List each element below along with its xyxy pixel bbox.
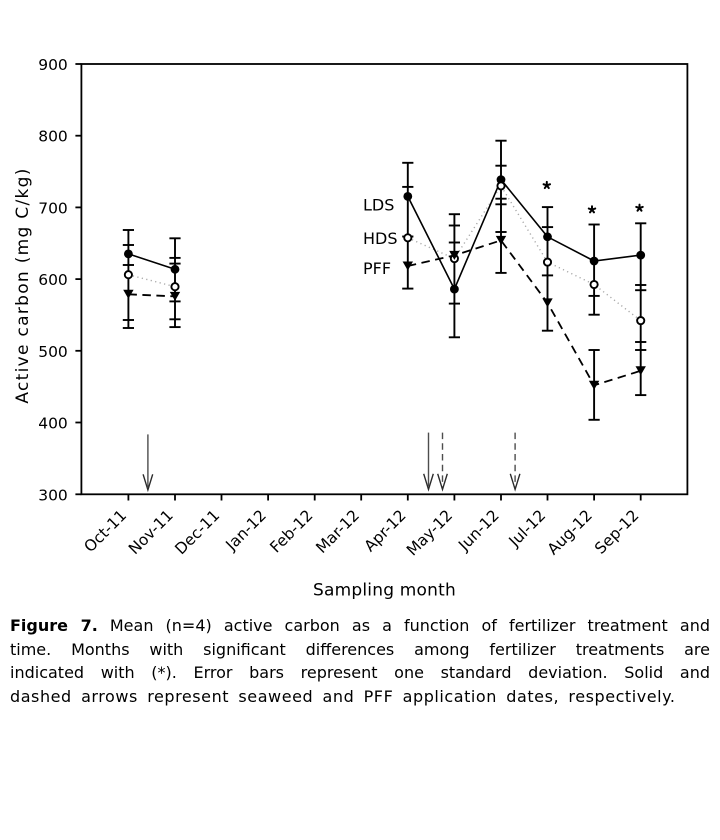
- svg-text:Sampling month: Sampling month: [313, 581, 456, 601]
- svg-text:Active carbon (mg C/kg): Active carbon (mg C/kg): [13, 167, 33, 403]
- svg-text:HDS: HDS: [363, 229, 398, 248]
- svg-text:LDS: LDS: [363, 195, 394, 214]
- svg-text:PFF: PFF: [363, 259, 391, 278]
- svg-text:800: 800: [38, 128, 68, 146]
- svg-text:600: 600: [38, 271, 68, 289]
- svg-text:500: 500: [38, 343, 68, 361]
- svg-text:900: 900: [38, 56, 68, 74]
- svg-text:700: 700: [38, 199, 68, 217]
- svg-text:300: 300: [38, 486, 68, 504]
- svg-text:400: 400: [38, 415, 68, 433]
